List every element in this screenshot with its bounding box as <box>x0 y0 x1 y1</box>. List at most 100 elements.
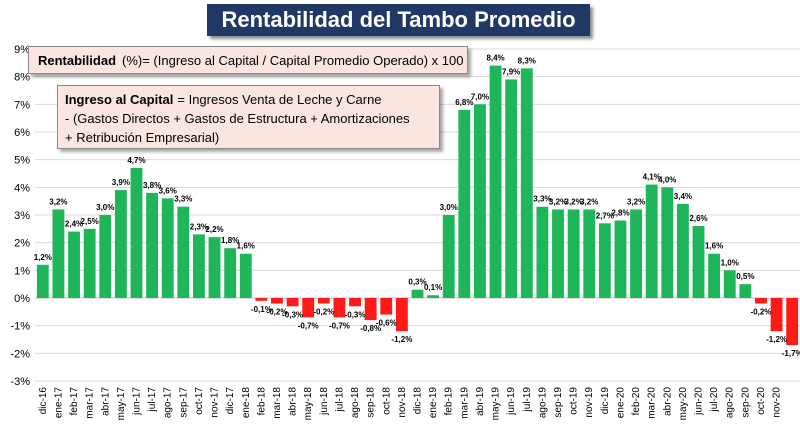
data-label: 7,0% <box>471 92 489 101</box>
data-label: -0,7% <box>329 321 350 330</box>
x-tick-label: jun-18 <box>319 387 330 416</box>
data-label: 3,8% <box>143 181 161 190</box>
x-tick-label: ene-20 <box>615 387 626 419</box>
y-tick-label: 6% <box>14 127 30 139</box>
data-label: 1,0% <box>721 258 739 267</box>
bar <box>317 298 330 304</box>
y-tick-label: 0% <box>14 293 30 305</box>
data-label: 6,8% <box>455 98 473 107</box>
data-label: 4,7% <box>127 156 145 165</box>
data-label: 1,2% <box>34 253 52 262</box>
formula-label: Rentabilidad <box>38 52 117 68</box>
bar <box>349 298 361 307</box>
bar <box>442 215 455 298</box>
bar <box>302 298 315 318</box>
bar <box>146 192 159 298</box>
x-tick-label: nov-17 <box>210 387 221 418</box>
data-label: 7,9% <box>502 67 520 76</box>
x-tick-label: ago-20 <box>725 387 736 419</box>
definition-line1: = Ingresos Venta de Leche y Carne <box>177 92 382 107</box>
x-tick-label: dic-19 <box>600 387 611 415</box>
y-tick-label: 3% <box>14 210 30 222</box>
bar <box>474 104 486 298</box>
data-label: -0,2% <box>267 308 288 317</box>
data-label: -0,2% <box>313 308 334 317</box>
data-label: 4,0% <box>658 175 676 184</box>
x-tick-label: may-19 <box>491 387 502 421</box>
data-label: 3,3% <box>533 195 551 204</box>
data-label: 2,2% <box>205 225 223 234</box>
data-label: -0,8% <box>360 324 381 333</box>
bar <box>692 226 705 298</box>
bar <box>99 215 112 298</box>
x-tick-label: ene-18 <box>241 387 252 419</box>
x-tick-label: nov-20 <box>772 387 783 418</box>
bar <box>364 298 377 321</box>
data-label: 2,6% <box>689 214 707 223</box>
data-label: 0,5% <box>736 272 754 281</box>
data-labels: 1,2%3,2%2,4%2,5%3,0%3,9%4,7%3,8%3,6%3,3%… <box>34 54 800 358</box>
x-tick-label: abr-17 <box>100 387 111 416</box>
bar <box>645 184 658 298</box>
y-tick-label: -2% <box>10 348 30 360</box>
data-label: 1,8% <box>221 236 239 245</box>
formula-text: (%)= (Ingreso al Capital / Capital Prome… <box>122 52 464 68</box>
definition-line3: + Retribución Empresarial) <box>65 130 220 145</box>
x-tick-label: ago-18 <box>350 387 361 419</box>
data-label: 3,0% <box>96 203 114 212</box>
bar <box>271 298 283 304</box>
data-label: -1,2% <box>391 335 412 344</box>
bar <box>380 298 393 315</box>
bars <box>36 65 799 346</box>
bar <box>552 209 564 298</box>
bar <box>708 253 721 298</box>
bar <box>770 298 783 332</box>
y-tick-label: 5% <box>14 155 30 167</box>
x-tick-label: abr-18 <box>288 387 299 416</box>
formula-box: Rentabilidad (%)= (Ingreso al Capital / … <box>28 46 468 74</box>
data-label: -0,7% <box>298 321 319 330</box>
x-tick-label: oct-20 <box>756 387 767 415</box>
bar <box>192 234 205 298</box>
y-axis-ticks: -3% -2% -1% 0% 1% 2% 3% 4% 5% 6% 7% 8% 9% <box>10 44 30 388</box>
data-label: -1,7% <box>782 349 800 358</box>
x-tick-label: feb-19 <box>444 387 455 416</box>
chart-title: Rentabilidad del Tambo Promedio <box>207 4 590 36</box>
data-label: 4,1% <box>643 173 661 182</box>
bar <box>52 209 65 298</box>
x-tick-label: jul-18 <box>334 387 345 413</box>
x-tick-label: abr-19 <box>475 387 486 416</box>
x-tick-label: ene-19 <box>428 387 439 419</box>
data-label: -0,2% <box>751 308 772 317</box>
y-tick-label: 1% <box>14 265 30 277</box>
x-tick-label: feb-18 <box>256 387 267 416</box>
y-tick-label: 7% <box>14 99 30 111</box>
x-tick-label: may-18 <box>303 387 314 421</box>
y-tick-label: -1% <box>10 321 30 333</box>
data-label: 3,3% <box>174 195 192 204</box>
bar <box>177 206 190 298</box>
y-tick-label: -3% <box>10 376 30 388</box>
bar <box>411 289 424 298</box>
y-tick-label: 4% <box>14 182 30 194</box>
data-label: 2,5% <box>81 217 99 226</box>
x-tick-label: jul-19 <box>522 387 533 413</box>
bar <box>333 298 346 318</box>
data-label: 2,3% <box>190 222 208 231</box>
data-label: 3,2% <box>549 197 567 206</box>
x-tick-label: nov-19 <box>584 387 595 418</box>
data-label: 2,4% <box>65 220 83 229</box>
bar <box>676 203 689 298</box>
data-label: 3,2% <box>627 197 645 206</box>
data-label: 3,2% <box>565 197 583 206</box>
data-label: -1,2% <box>766 335 787 344</box>
data-label: 3,0% <box>440 203 458 212</box>
bar <box>520 68 533 298</box>
bar <box>286 298 299 307</box>
bar <box>36 264 49 298</box>
data-label: 2,8% <box>611 209 629 218</box>
bar <box>630 209 643 298</box>
x-tick-label: mar-18 <box>272 387 283 419</box>
bar <box>458 109 471 298</box>
